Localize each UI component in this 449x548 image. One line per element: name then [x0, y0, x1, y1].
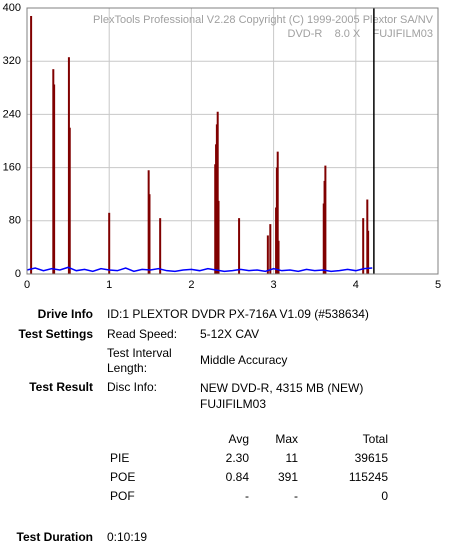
bar	[277, 240, 280, 274]
bar	[276, 151, 279, 274]
key: Disc Info:	[107, 380, 158, 394]
value: NEW DVD-R, 4315 MB (NEW) FUJIFILM03	[200, 381, 364, 411]
label: Test Result	[29, 380, 93, 394]
table-cell: -	[245, 489, 249, 503]
label: Test Settings	[18, 327, 93, 341]
bar	[269, 224, 272, 274]
x-tick-label: 3	[271, 279, 277, 291]
bar	[68, 127, 71, 274]
bar	[217, 200, 220, 274]
bar	[362, 218, 365, 274]
table-cell: POE	[110, 470, 136, 484]
bar	[266, 235, 269, 274]
chart: 0 80 160 240 320 400 0 1 2 3 4 5 PlexTools Professio…	[3, 2, 441, 291]
bar	[238, 218, 241, 274]
table-cell: 2.30	[225, 451, 249, 465]
y-tick-label: 320	[3, 55, 21, 67]
y-tick-label: 80	[9, 215, 21, 227]
table-cell: Avg	[228, 432, 249, 446]
x-tick-label: 0	[24, 279, 30, 291]
value: 0:10:19	[107, 530, 148, 544]
label: Test Duration	[16, 530, 93, 544]
bar	[30, 15, 33, 274]
bar	[53, 84, 56, 274]
y-tick-label: 0	[15, 268, 21, 280]
x-tick-label: 5	[435, 279, 441, 291]
plot-border	[26, 7, 439, 275]
bar	[216, 111, 219, 275]
value: 5-12X CAV	[200, 327, 260, 341]
bar	[148, 194, 151, 274]
bar	[324, 165, 327, 274]
chart-subtitle: DVD-R 8.0 X FUJIFILM03	[288, 28, 433, 40]
key: Test Interval Length:	[107, 346, 172, 375]
plot-area	[27, 8, 438, 274]
x-tick-label: 4	[353, 279, 359, 291]
table-cell: PIE	[110, 451, 130, 465]
y-tick-label: 160	[3, 162, 21, 174]
table-cell: 115245	[348, 470, 388, 484]
value: Middle Accuracy	[200, 353, 288, 367]
y-tick-label: 400	[3, 2, 21, 14]
chart-title: PlexTools Professional V2.28 Copyright (…	[93, 14, 434, 26]
x-tick-label: 2	[188, 279, 194, 291]
table-cell: Total	[362, 432, 388, 446]
bar	[367, 230, 370, 274]
bar	[108, 212, 111, 274]
label: Drive Info	[37, 307, 93, 321]
value: ID:1 PLEXTOR DVDR PX-716A V1.09 (#538634…	[107, 307, 369, 321]
table-cell: 39615	[354, 451, 388, 465]
line	[26, 266, 373, 273]
table-cell: 0.84	[225, 470, 249, 484]
y-tick-label: 240	[3, 108, 21, 120]
x-tick-label: 1	[106, 279, 112, 291]
table-cell: Max	[275, 432, 298, 446]
key: Read Speed:	[107, 327, 178, 341]
table-cell: 391	[277, 470, 298, 484]
table-cell: 0	[381, 489, 388, 503]
bar	[159, 218, 162, 274]
table-cell: -	[294, 489, 298, 503]
table-cell: 11	[285, 451, 298, 465]
table-cell: POF	[110, 489, 135, 503]
